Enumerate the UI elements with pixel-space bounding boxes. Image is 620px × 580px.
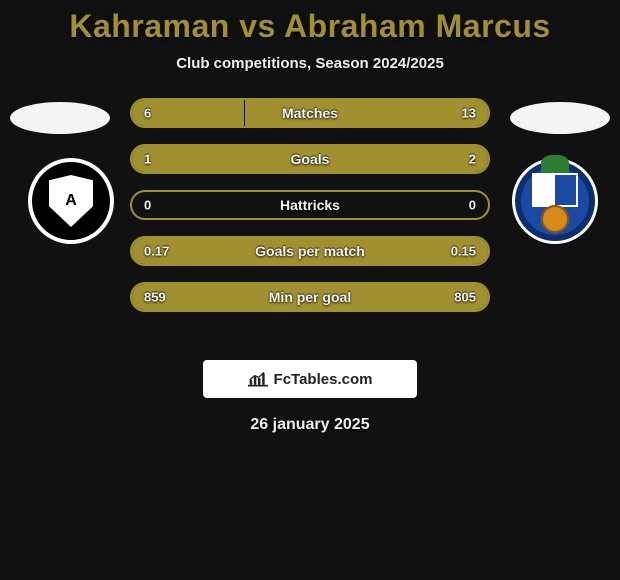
stat-value-right: 0.15 [451, 244, 476, 259]
infographic-root: Kahraman vs Abraham Marcus Club competit… [0, 0, 620, 434]
porto-ball-icon [541, 205, 569, 233]
porto-dragon-icon [541, 155, 569, 175]
subtitle: Club competitions, Season 2024/2025 [0, 55, 620, 72]
stat-value-right: 805 [454, 290, 476, 305]
stat-value-right: 13 [462, 106, 476, 121]
bar-chart-icon [248, 371, 268, 387]
stat-row: 859 805 Min per goal [130, 282, 490, 312]
stat-value-left: 0 [144, 198, 151, 213]
stat-value-left: 6 [144, 106, 151, 121]
stat-row: 6 13 Matches [130, 98, 490, 128]
stat-value-right: 0 [469, 198, 476, 213]
brand-text: FcTables.com [274, 371, 373, 388]
stat-value-left: 1 [144, 152, 151, 167]
stat-label: Goals [291, 151, 330, 167]
club-badge-right-circle [512, 158, 598, 244]
date-text: 26 january 2025 [0, 416, 620, 434]
club-badge-left: A [28, 158, 114, 244]
stat-value-right: 2 [469, 152, 476, 167]
stat-row: 1 2 Goals [130, 144, 490, 174]
stat-fill-right [251, 146, 488, 172]
stat-row: 0 0 Hattricks [130, 190, 490, 220]
player-left-silhouette [10, 102, 110, 134]
club-badge-left-shield: A [49, 175, 93, 227]
stat-label: Matches [282, 105, 338, 121]
stat-label: Min per goal [269, 289, 351, 305]
porto-shield-icon [532, 173, 578, 207]
stat-value-left: 0.17 [144, 244, 169, 259]
club-badge-left-circle: A [28, 158, 114, 244]
stat-label: Goals per match [255, 243, 365, 259]
stat-row: 0.17 0.15 Goals per match [130, 236, 490, 266]
brand-footer: FcTables.com [203, 360, 417, 398]
player-right-silhouette [510, 102, 610, 134]
page-title: Kahraman vs Abraham Marcus [0, 8, 620, 45]
stat-label: Hattricks [280, 197, 340, 213]
comparison-panel: A 6 13 Matches 1 2 Goals 0 0 Hattricks 0.17 0.15 Go… [0, 94, 620, 334]
stat-value-left: 859 [144, 290, 166, 305]
club-badge-right [512, 158, 598, 244]
stat-rows: 6 13 Matches 1 2 Goals 0 0 Hattricks 0.17 0.15 Goal… [130, 98, 490, 328]
